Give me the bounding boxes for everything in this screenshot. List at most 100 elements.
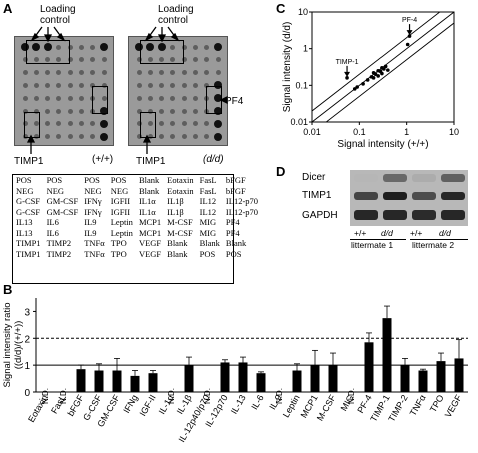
layout-cell: IL6 [46, 217, 59, 227]
pf4-box-left [92, 86, 108, 114]
layout-cell: IL12-p70 [225, 206, 259, 217]
layout-cell: VEGF [138, 238, 162, 248]
panel-letter-d: D [276, 164, 286, 179]
layout-cell: IL12-p70 [225, 196, 259, 206]
array-spot [33, 134, 39, 140]
layout-cell: POS [84, 175, 100, 185]
layout-cell: bFGF [225, 185, 246, 196]
bar-category-label: IL-6 [249, 393, 265, 411]
array-spot [79, 121, 84, 127]
scatter-point [355, 85, 359, 89]
layout-cell: Blank [167, 248, 188, 259]
array-spot [33, 82, 39, 88]
wb-band [412, 192, 436, 200]
array-spot [56, 57, 62, 63]
array-spot [136, 121, 142, 127]
layout-row: G-CSF GM-CSF IFNγ IGFII IL1α IL1β IL12 IL12-p70 [13, 207, 261, 218]
layout-cell: IL13 [16, 217, 33, 227]
genotype-right: (d/d) [203, 154, 224, 165]
scatter-point [352, 87, 357, 91]
bar [364, 342, 374, 392]
bar-y-axis-label: ((d/d)/(+/+)) [13, 321, 24, 370]
bar-category-label: TPO [428, 393, 446, 414]
layout-cell: Blank [225, 238, 247, 248]
layout-cell: G-CSF [16, 196, 41, 206]
array-spot [204, 121, 210, 127]
wb-row-label-timp1: TIMP1 [302, 190, 332, 201]
scatter-annotation-label: PF-4 [402, 17, 417, 24]
array-spot [33, 95, 39, 101]
layout-cell: PF4 [225, 217, 240, 227]
bar-y-axis-label: Signal intensity ratio [2, 302, 13, 387]
scatter-point [386, 68, 390, 72]
array-spot [193, 121, 198, 127]
scatter-annotation-arrowhead [344, 71, 351, 77]
array-spot [79, 70, 84, 76]
layout-cell: IGFII [110, 206, 131, 217]
loading-control-label-left: Loading control [40, 4, 76, 26]
layout-cell: TNFα [84, 238, 105, 248]
layout-cell: MIG [199, 227, 217, 238]
layout-cell: Eotaxin [167, 175, 194, 185]
bar [454, 358, 464, 392]
scatter-point [380, 71, 384, 76]
array-spot [170, 134, 176, 140]
array-spot [170, 82, 176, 88]
array-spot [136, 70, 142, 76]
array-spot-strong [43, 43, 52, 51]
wb-row-label-dicer: Dicer [302, 172, 326, 183]
scatter-x-tick-label: 10 [449, 127, 459, 137]
bar-nd-label: N.D. [41, 388, 50, 404]
panel-letter-a: A [3, 1, 13, 16]
array-spot [181, 121, 187, 127]
array-spot [33, 121, 39, 127]
array-spot [67, 44, 73, 50]
wb-band [441, 174, 465, 182]
layout-cell: TNFα [84, 248, 105, 259]
wb-lane-label-4: d/d [439, 228, 451, 238]
array-spot-strong [100, 43, 109, 51]
wb-lane-label-2: d/d [381, 228, 393, 238]
array-spot [67, 70, 73, 76]
scatter-y-tick-label: 10 [298, 7, 308, 17]
array-spot [67, 108, 73, 114]
array-spot-strong [157, 43, 166, 51]
layout-cell: IL9 [84, 217, 97, 227]
scatter-y-tick-label: 1 [303, 44, 308, 54]
wb-row-label-gapdh: GAPDH [302, 210, 338, 221]
layout-cell: NEG [110, 185, 129, 196]
array-spot [159, 57, 165, 63]
bar [112, 370, 122, 392]
wb-lane-label-1: +/+ [354, 228, 367, 238]
array-blot-wt [14, 36, 114, 146]
array-spot [90, 121, 96, 127]
genotype-left: (+/+) [92, 154, 114, 165]
layout-cell: NEG [84, 185, 102, 196]
array-spot [136, 134, 142, 140]
array-spot [101, 57, 107, 63]
bar [94, 370, 104, 392]
bar [436, 361, 446, 392]
array-spot [33, 70, 39, 76]
layout-cell: IL1α [138, 196, 156, 206]
array-spot [90, 70, 96, 76]
layout-cell: IFNγ [84, 206, 102, 217]
bar-y-tick-label: 1 [24, 361, 30, 372]
wb-band [383, 192, 407, 200]
layout-cell: POS [199, 248, 216, 259]
bar [256, 373, 266, 392]
array-spot [193, 70, 198, 76]
array-spot-strong [214, 107, 223, 115]
layout-cell: VEGF [138, 248, 162, 259]
scatter-point [373, 72, 378, 77]
array-spot-strong [21, 43, 29, 51]
bar-category-label: IL-13 [229, 393, 248, 416]
scatter-y-tick-label: 0.01 [290, 117, 308, 127]
bar-nd-label: N.D. [203, 388, 212, 404]
bar-category-label: IFNg [121, 393, 139, 415]
array-spot [79, 134, 84, 140]
array-spot [79, 95, 84, 101]
layout-cell: Eotaxin [167, 185, 194, 196]
bar [418, 370, 428, 392]
array-spot [56, 108, 62, 114]
